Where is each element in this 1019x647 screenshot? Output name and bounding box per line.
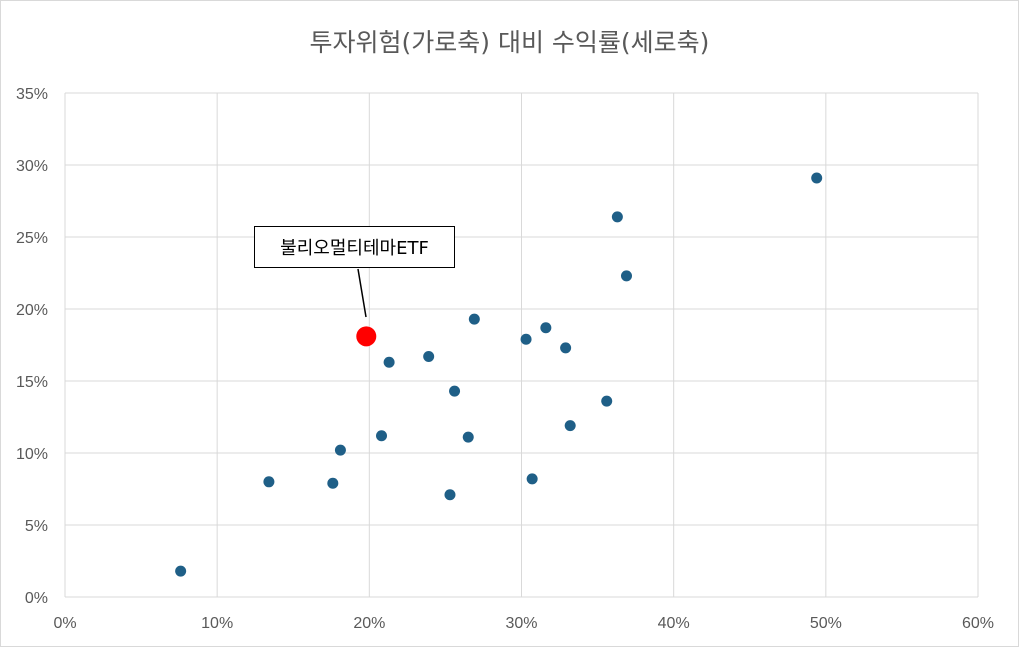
x-tick-label: 40% bbox=[658, 615, 690, 632]
y-tick-label: 10% bbox=[16, 446, 48, 463]
data-point bbox=[611, 211, 623, 223]
data-point bbox=[564, 420, 576, 432]
data-point bbox=[468, 313, 480, 325]
data-point bbox=[811, 172, 823, 184]
y-tick-label: 20% bbox=[16, 302, 48, 319]
y-tick-label: 30% bbox=[16, 158, 48, 175]
chart-title: 투자위험(가로축) 대비 수익률(세로축) bbox=[309, 28, 710, 57]
data-point bbox=[423, 351, 435, 363]
x-tick-label: 10% bbox=[201, 615, 233, 632]
y-tick-label: 25% bbox=[16, 230, 48, 247]
data-point bbox=[601, 395, 613, 407]
highlight-callout-label: 불리오멀티테마ETF bbox=[254, 226, 455, 268]
x-tick-label: 60% bbox=[962, 615, 994, 632]
data-point bbox=[449, 385, 461, 397]
data-point bbox=[444, 489, 456, 501]
y-tick-label: 5% bbox=[25, 518, 48, 535]
data-point bbox=[540, 322, 552, 334]
data-point bbox=[383, 356, 395, 368]
data-point bbox=[334, 444, 346, 456]
data-point bbox=[376, 430, 388, 442]
data-point bbox=[560, 342, 572, 354]
y-tick-label: 15% bbox=[16, 374, 48, 391]
data-point bbox=[175, 565, 187, 577]
data-point bbox=[263, 476, 275, 488]
data-point bbox=[327, 477, 339, 489]
y-tick-label: 0% bbox=[25, 590, 48, 607]
data-point bbox=[520, 333, 532, 345]
data-point bbox=[526, 473, 538, 485]
data-point bbox=[620, 270, 632, 282]
x-tick-label: 0% bbox=[53, 615, 76, 632]
y-tick-label: 35% bbox=[16, 86, 48, 103]
x-tick-label: 50% bbox=[810, 615, 842, 632]
x-tick-label: 30% bbox=[505, 615, 537, 632]
highlight-point bbox=[356, 326, 377, 347]
x-tick-label: 20% bbox=[353, 615, 385, 632]
callout-leader-line bbox=[357, 268, 367, 318]
data-point bbox=[462, 431, 474, 443]
